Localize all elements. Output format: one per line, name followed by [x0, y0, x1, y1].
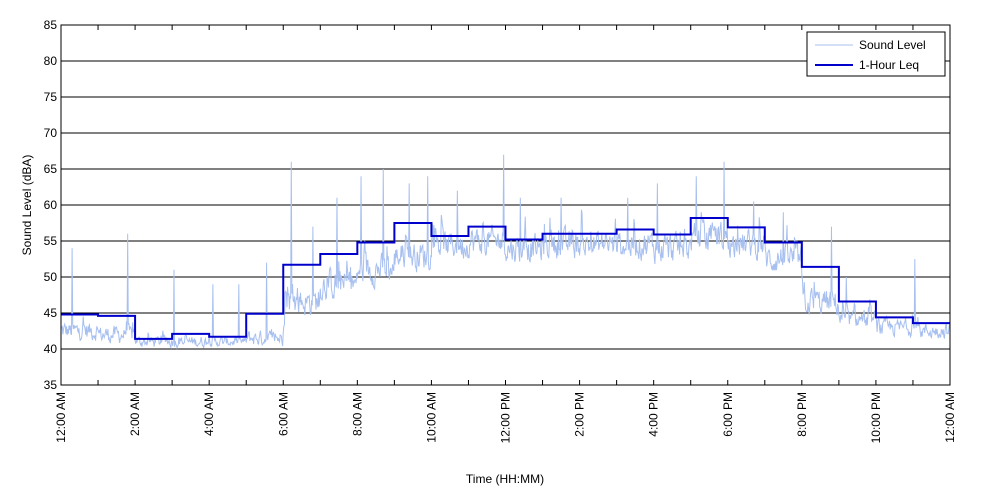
y-tick-labels: 35 40 45 50 55 60 65 70 75 80 85: [44, 18, 58, 392]
legend: Sound Level 1-Hour Leq: [807, 32, 945, 76]
y-tick-label-70: 70: [44, 126, 58, 140]
y-tick-label-50: 50: [44, 270, 58, 284]
y-axis-label: Sound Level (dBA): [20, 155, 34, 256]
x-tick-label-22: 10:00 PM: [869, 392, 883, 443]
x-tick-label-6: 6:00 AM: [276, 392, 290, 436]
x-tick-labels: 12:00 AM 2:00 AM 4:00 AM 6:00 AM 8:00 AM 10:0…: [54, 392, 957, 443]
x-tick-label-2: 2:00 AM: [128, 392, 142, 436]
y-tick-label-85: 85: [44, 18, 58, 32]
y-tick-label-40: 40: [44, 342, 58, 356]
x-tick-label-0: 12:00 AM: [54, 392, 68, 443]
legend-label-1-hour-leq: 1-Hour Leq: [859, 58, 919, 72]
x-tick-label-20: 8:00 PM: [795, 392, 809, 437]
x-tick-label-14: 2:00 PM: [573, 392, 587, 437]
x-tick-label-10: 10:00 AM: [424, 392, 438, 443]
x-tick-label-16: 4:00 PM: [647, 392, 661, 437]
y-tick-label-75: 75: [44, 90, 58, 104]
x-axis-label: Time (HH:MM): [466, 472, 544, 486]
x-tick-label-12: 12:00 PM: [499, 392, 513, 443]
y-tick-label-45: 45: [44, 306, 58, 320]
x-tick-label-24: 12:00 AM: [943, 392, 957, 443]
x-tick-label-4: 4:00 AM: [202, 392, 216, 436]
x-tick-label-8: 8:00 AM: [350, 392, 364, 436]
y-tick-label-80: 80: [44, 54, 58, 68]
y-tick-label-60: 60: [44, 198, 58, 212]
y-tick-label-35: 35: [44, 378, 58, 392]
legend-label-sound-level: Sound Level: [859, 38, 926, 52]
y-tick-label-65: 65: [44, 162, 58, 176]
x-tick-label-18: 6:00 PM: [721, 392, 735, 437]
y-tick-label-55: 55: [44, 234, 58, 248]
